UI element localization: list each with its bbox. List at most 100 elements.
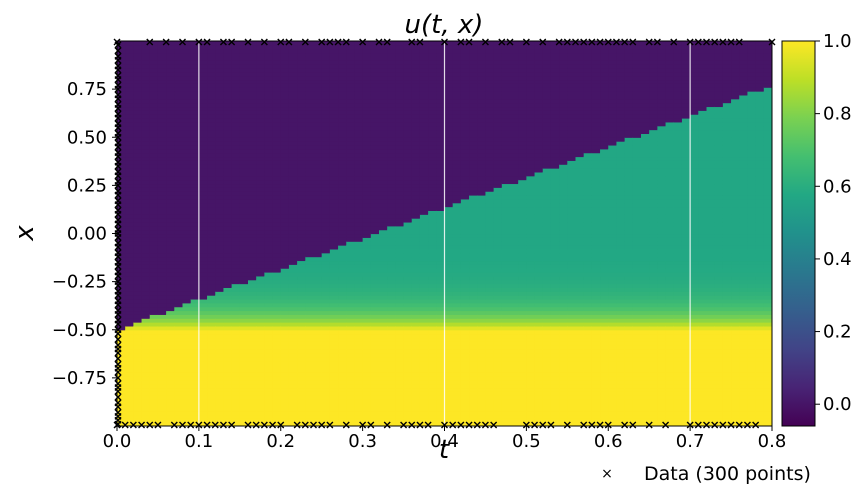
heatmap-cell [149,148,159,154]
heatmap-cell [223,121,233,127]
heatmap-cell [403,287,413,292]
heatmap-cell [313,210,323,215]
heatmap-cell [477,287,487,292]
heatmap-cell [485,79,495,84]
heatmap-cell [288,333,298,339]
heatmap-cell [223,252,233,258]
heatmap-cell [313,275,323,281]
heatmap-cell [452,225,462,231]
heatmap-cell [272,91,282,96]
heatmap-cell [117,94,126,100]
heatmap-cell [215,322,225,327]
heatmap-cell [190,302,200,308]
heatmap-cell [362,67,372,73]
heatmap-cell [329,110,339,115]
heatmap-cell [452,275,462,281]
heatmap-cell [469,218,478,223]
heatmap-cell [190,322,200,327]
heatmap-cell [174,406,184,412]
heatmap-cell [452,60,462,65]
heatmap-cell [346,314,356,319]
heatmap-cell [117,125,126,131]
heatmap-cell [379,175,388,181]
heatmap-cell [370,368,380,373]
heatmap-cell [157,233,167,238]
heatmap-cell [403,414,413,419]
heatmap-cell [469,418,478,423]
heatmap-cell [231,402,241,408]
heatmap-cell [395,375,405,381]
heatmap-cell [117,368,126,373]
heatmap-cell [215,133,225,138]
heatmap-cell [321,248,331,254]
heatmap-cell [329,60,339,65]
heatmap-cell [460,256,470,262]
heatmap-cell [346,414,356,419]
heatmap-cell [166,356,175,362]
heatmap-cell [338,87,347,92]
heatmap-cell [215,41,225,46]
heatmap-cell [338,144,347,150]
heatmap-cell [518,202,527,208]
heatmap-cell [166,306,175,312]
heatmap-cell [248,60,257,65]
heatmap-cell [166,87,175,92]
heatmap-cell [248,148,257,154]
heatmap-cell [444,121,454,127]
heatmap-cell [231,187,241,192]
heatmap-cell [149,94,159,100]
heatmap-cell [501,160,511,165]
heatmap-cell [510,406,519,412]
heatmap-cell [174,110,184,115]
heatmap-cell [395,360,405,365]
heatmap-cell [403,333,413,339]
heatmap-cell [231,118,241,123]
heatmap-cell [174,248,184,254]
heatmap-cell [485,48,495,54]
heatmap-cell [469,144,478,150]
heatmap-cell [387,372,396,377]
heatmap-cell [256,118,265,123]
heatmap-cell [354,349,364,354]
heatmap-cell [248,102,257,108]
heatmap-cell [288,160,298,165]
heatmap-cell [117,121,126,127]
heatmap-cell [338,237,347,242]
heatmap-cell [231,252,241,258]
heatmap-cell [231,44,241,50]
heatmap-cell [248,144,257,150]
heatmap-cell [469,279,478,285]
heatmap-cell [354,133,364,138]
heatmap-cell [313,198,323,204]
heatmap-cell [395,241,405,246]
heatmap-cell [346,221,356,227]
heatmap-cell [174,98,184,104]
heatmap-cell [288,48,298,54]
heatmap-cell [133,118,143,123]
heatmap-cell [452,422,462,426]
heatmap-cell [329,245,339,250]
heatmap-cell [190,275,200,281]
heatmap-cell [485,195,495,200]
heatmap-cell [256,368,265,373]
heatmap-cell [305,264,315,269]
heatmap-cell [239,52,249,57]
heatmap-cell [297,144,306,150]
heatmap-cell [182,94,192,100]
heatmap-cell [329,102,339,108]
heatmap-cell [452,94,462,100]
heatmap-cell [264,372,274,377]
heatmap-cell [207,237,216,242]
heatmap-cell [215,60,225,65]
heatmap-cell [362,133,372,138]
heatmap-cell [231,83,241,88]
heatmap-cell [477,41,487,46]
heatmap-cell [411,60,421,65]
heatmap-cell [149,183,159,188]
heatmap-cell [346,306,356,312]
heatmap-cell [485,164,495,169]
heatmap-cell [321,260,331,265]
heatmap-cell [157,67,167,73]
heatmap-cell [182,179,192,185]
heatmap-cell [239,264,249,269]
